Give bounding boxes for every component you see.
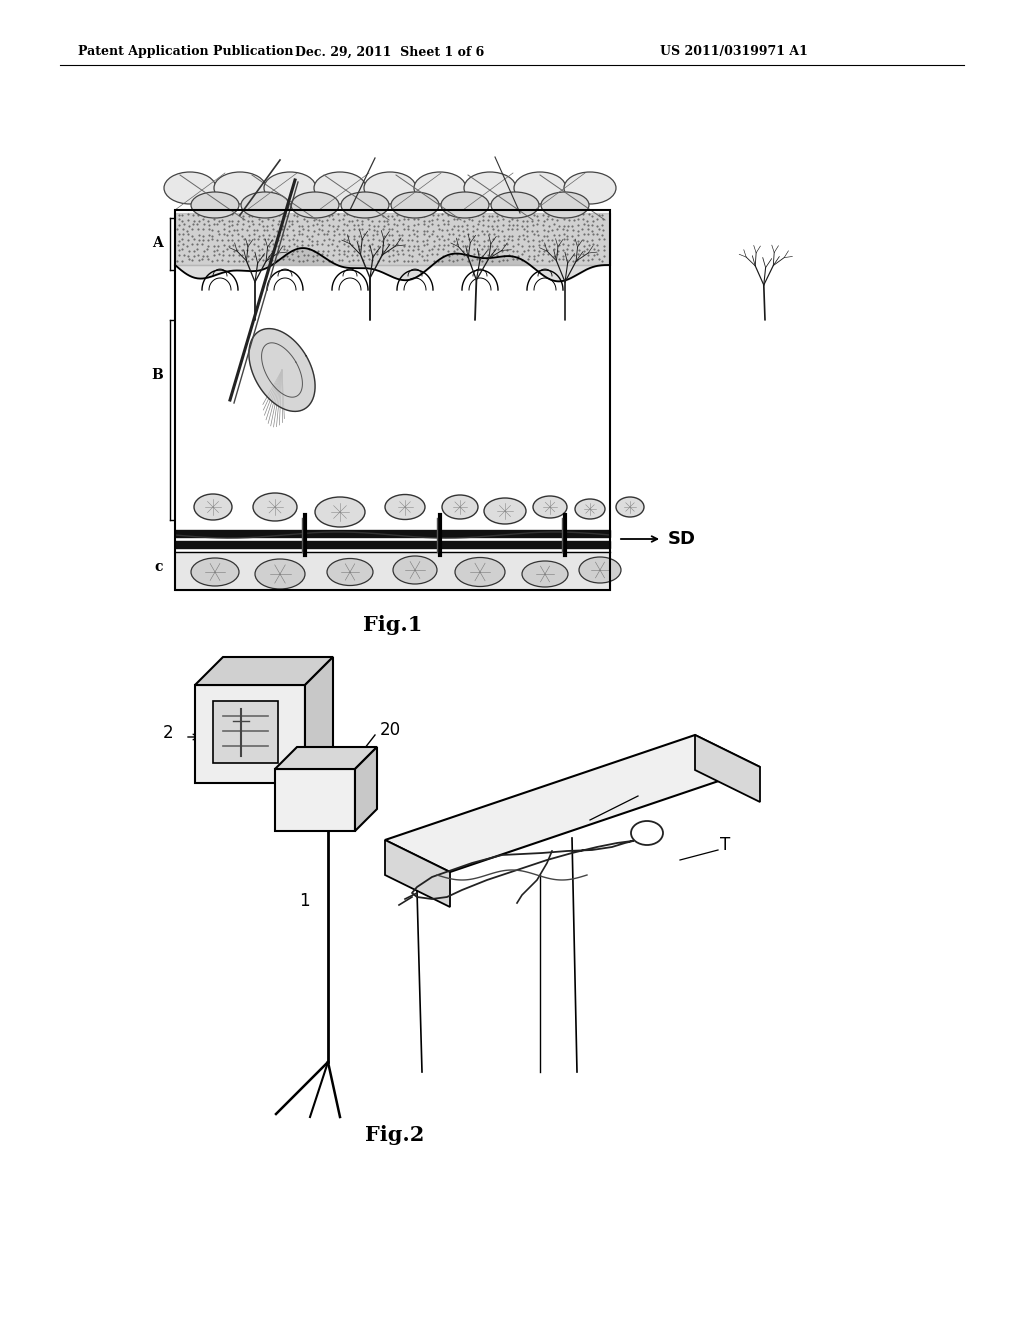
Text: 1: 1 — [299, 892, 310, 909]
Text: Fig.2: Fig.2 — [366, 1125, 425, 1144]
Ellipse shape — [255, 558, 305, 589]
Ellipse shape — [490, 191, 539, 218]
Text: Patent Application Publication: Patent Application Publication — [78, 45, 294, 58]
Ellipse shape — [241, 191, 289, 218]
Text: Fig.1: Fig.1 — [362, 615, 422, 635]
Ellipse shape — [253, 492, 297, 521]
Ellipse shape — [534, 496, 567, 517]
Ellipse shape — [579, 557, 621, 583]
Text: US 2011/0319971 A1: US 2011/0319971 A1 — [660, 45, 808, 58]
Ellipse shape — [393, 556, 437, 583]
Ellipse shape — [414, 172, 466, 205]
Text: A: A — [153, 236, 163, 249]
Bar — [175, 210, 610, 590]
Ellipse shape — [327, 558, 373, 586]
Ellipse shape — [442, 495, 478, 519]
Ellipse shape — [191, 191, 239, 218]
Bar — [195, 685, 305, 783]
Text: Dec. 29, 2011  Sheet 1 of 6: Dec. 29, 2011 Sheet 1 of 6 — [295, 45, 484, 58]
Ellipse shape — [385, 495, 425, 520]
Ellipse shape — [364, 172, 416, 205]
Text: B: B — [152, 368, 163, 381]
Polygon shape — [305, 657, 333, 783]
Ellipse shape — [464, 172, 516, 205]
Ellipse shape — [214, 172, 266, 205]
Polygon shape — [385, 735, 760, 873]
Ellipse shape — [631, 821, 663, 845]
Ellipse shape — [191, 558, 239, 586]
Bar — [175, 154, 610, 590]
Ellipse shape — [616, 498, 644, 517]
Ellipse shape — [541, 191, 589, 218]
Text: 2: 2 — [163, 723, 173, 742]
Polygon shape — [355, 747, 377, 832]
Bar — [213, 701, 278, 763]
Text: SD: SD — [668, 531, 696, 548]
Ellipse shape — [575, 499, 605, 519]
Polygon shape — [195, 657, 333, 685]
Ellipse shape — [564, 172, 616, 205]
Ellipse shape — [441, 191, 489, 218]
Ellipse shape — [484, 498, 526, 524]
Polygon shape — [249, 329, 315, 412]
Ellipse shape — [315, 498, 365, 527]
Text: c: c — [155, 560, 163, 574]
Ellipse shape — [314, 172, 366, 205]
Text: H: H — [640, 781, 652, 799]
Polygon shape — [275, 747, 377, 770]
Polygon shape — [695, 735, 760, 803]
Ellipse shape — [341, 191, 389, 218]
Text: 20: 20 — [380, 721, 401, 739]
Polygon shape — [275, 770, 355, 832]
Ellipse shape — [391, 191, 439, 218]
Ellipse shape — [291, 191, 339, 218]
Ellipse shape — [514, 172, 566, 205]
Ellipse shape — [264, 172, 316, 205]
Ellipse shape — [164, 172, 216, 205]
Text: T: T — [720, 836, 730, 854]
Ellipse shape — [194, 494, 232, 520]
Ellipse shape — [455, 557, 505, 586]
Polygon shape — [385, 840, 450, 907]
Ellipse shape — [522, 561, 568, 587]
